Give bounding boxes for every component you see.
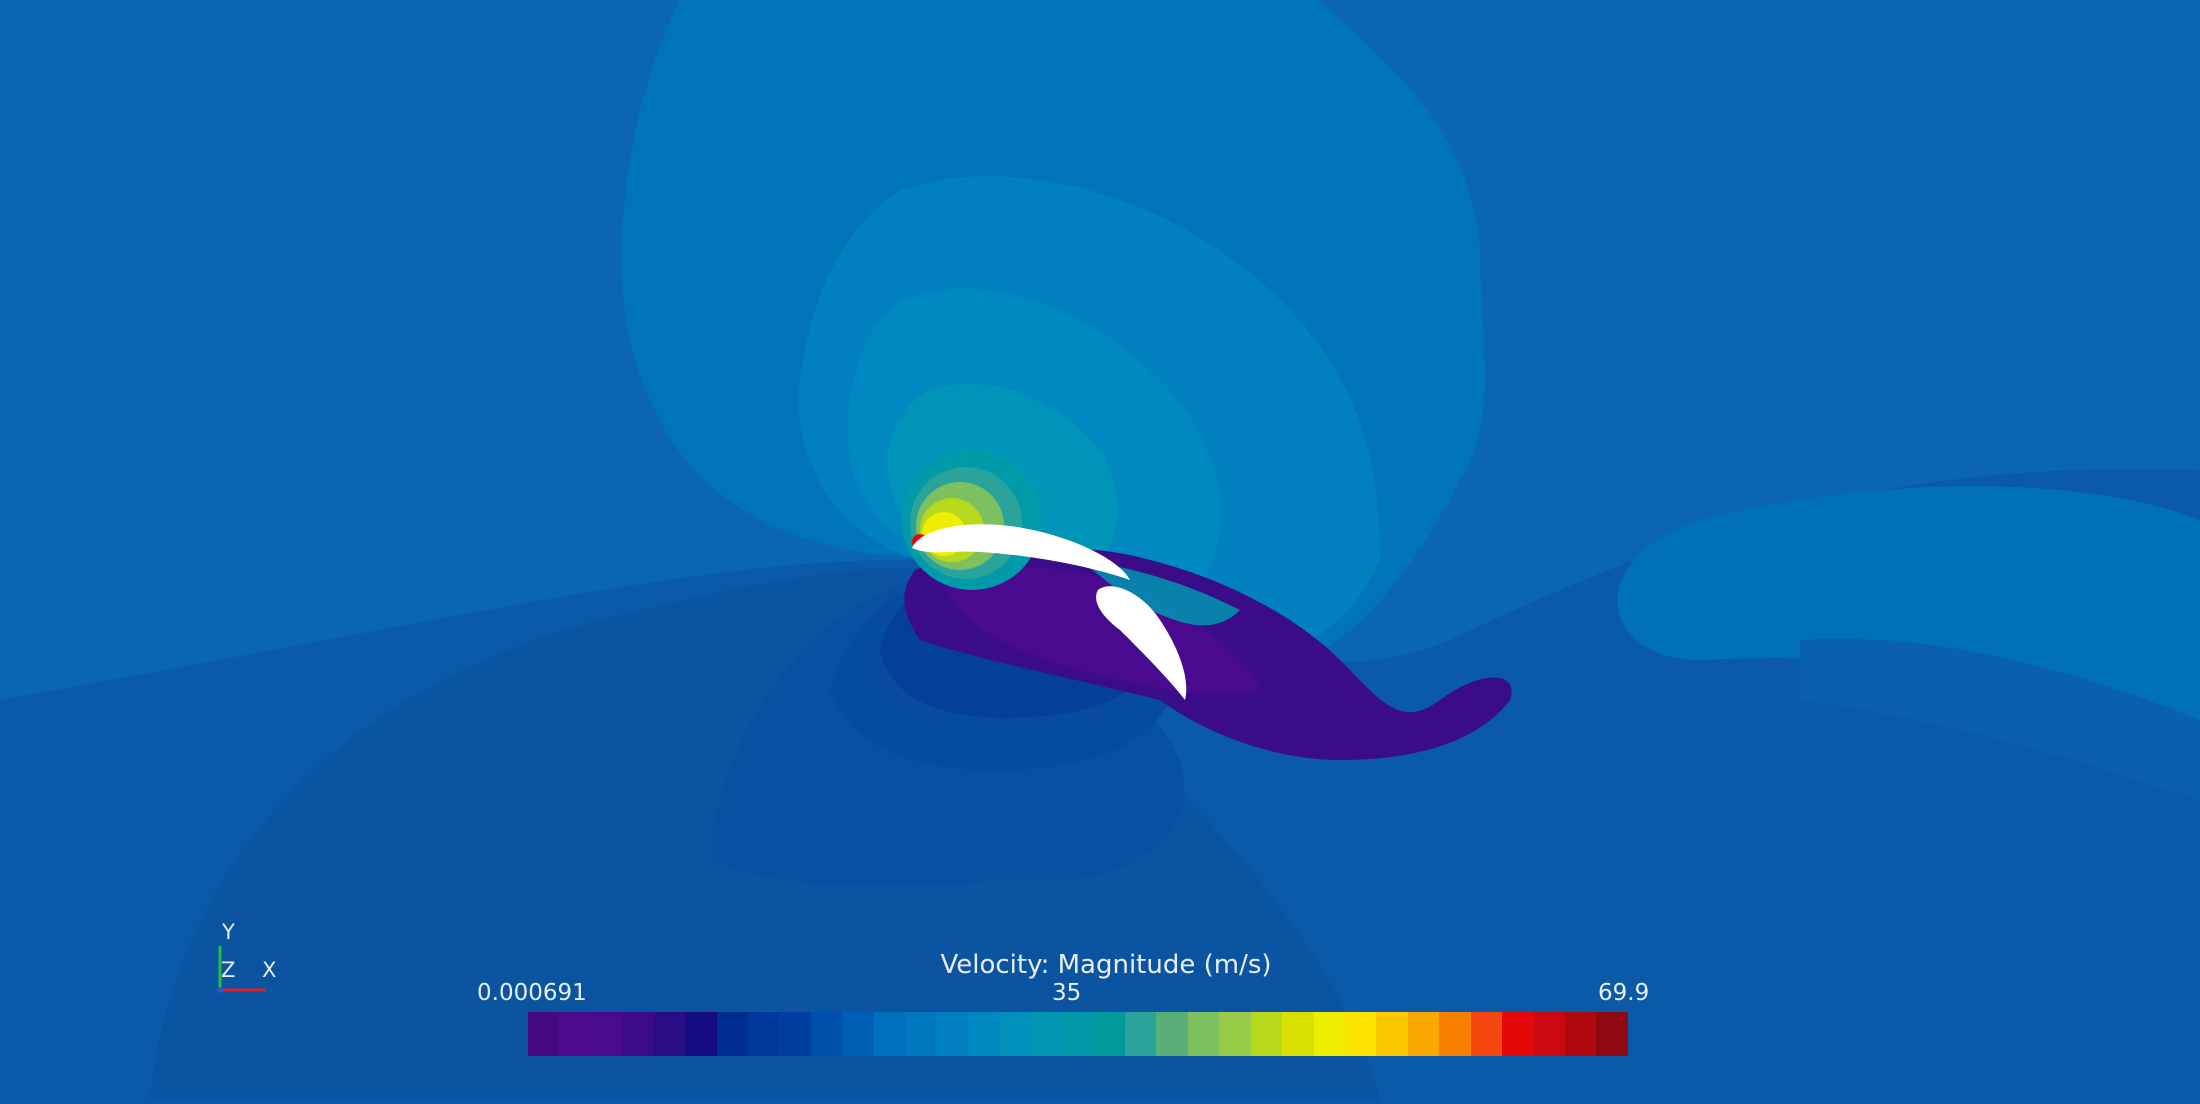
colorbar-segment [905, 1012, 937, 1056]
colorbar-segment [747, 1012, 780, 1056]
colorbar-segment [1125, 1012, 1157, 1056]
colorbar-segment [1533, 1012, 1565, 1056]
colorbar-segment [936, 1012, 968, 1056]
colorbar-segment [1093, 1012, 1126, 1056]
axis-x-label: X [262, 958, 277, 982]
colorbar-segment [1187, 1012, 1220, 1056]
colorbar-segment [590, 1012, 623, 1056]
colorbar-segment [528, 1012, 560, 1056]
main-airfoil [912, 524, 1130, 580]
colorbar-min-label: 0.000691 [477, 980, 587, 1006]
axis-y-label: Y [222, 920, 235, 944]
wake-core [1800, 638, 2200, 800]
flap-airfoil [1096, 586, 1187, 700]
colorbar-segment [653, 1012, 686, 1056]
colorbar-segment [1156, 1012, 1188, 1056]
axis-z-label: Z [221, 958, 236, 982]
colorbar-max-label: 69.9 [1598, 980, 1650, 1006]
colorbar-mid-label: 35 [1052, 980, 1082, 1006]
velocity-colorbar [528, 1012, 1628, 1056]
colorbar-segment [810, 1012, 843, 1056]
colorbar-segment [1344, 1012, 1377, 1056]
colorbar-segment [622, 1012, 654, 1056]
colorbar-segment [1282, 1012, 1314, 1056]
axes-triad-icon [217, 946, 266, 993]
colorbar-segment [999, 1012, 1031, 1056]
colorbar-segment [967, 1012, 1000, 1056]
colorbar-segment [1219, 1012, 1251, 1056]
colorbar-segment [1407, 1012, 1440, 1056]
colorbar-segment [559, 1012, 591, 1056]
colorbar-segment [1062, 1012, 1094, 1056]
colorbar-segment [1470, 1012, 1503, 1056]
colorbar-title: Velocity: Magnitude (m/s) [940, 950, 1272, 980]
colorbar-segment [685, 1012, 717, 1056]
colorbar-segment [873, 1012, 906, 1056]
colorbar-segment [1439, 1012, 1471, 1056]
colorbar-segment [1564, 1012, 1597, 1056]
colorbar-segment [716, 1012, 748, 1056]
colorbar-segment [779, 1012, 811, 1056]
colorbar-segment [1502, 1012, 1534, 1056]
colorbar-segment [1376, 1012, 1408, 1056]
colorbar-segment [1313, 1012, 1345, 1056]
colorbar-segment [1030, 1012, 1063, 1056]
colorbar-segment [1250, 1012, 1283, 1056]
colorbar-segment [1596, 1012, 1628, 1056]
colorbar-segment [842, 1012, 874, 1056]
